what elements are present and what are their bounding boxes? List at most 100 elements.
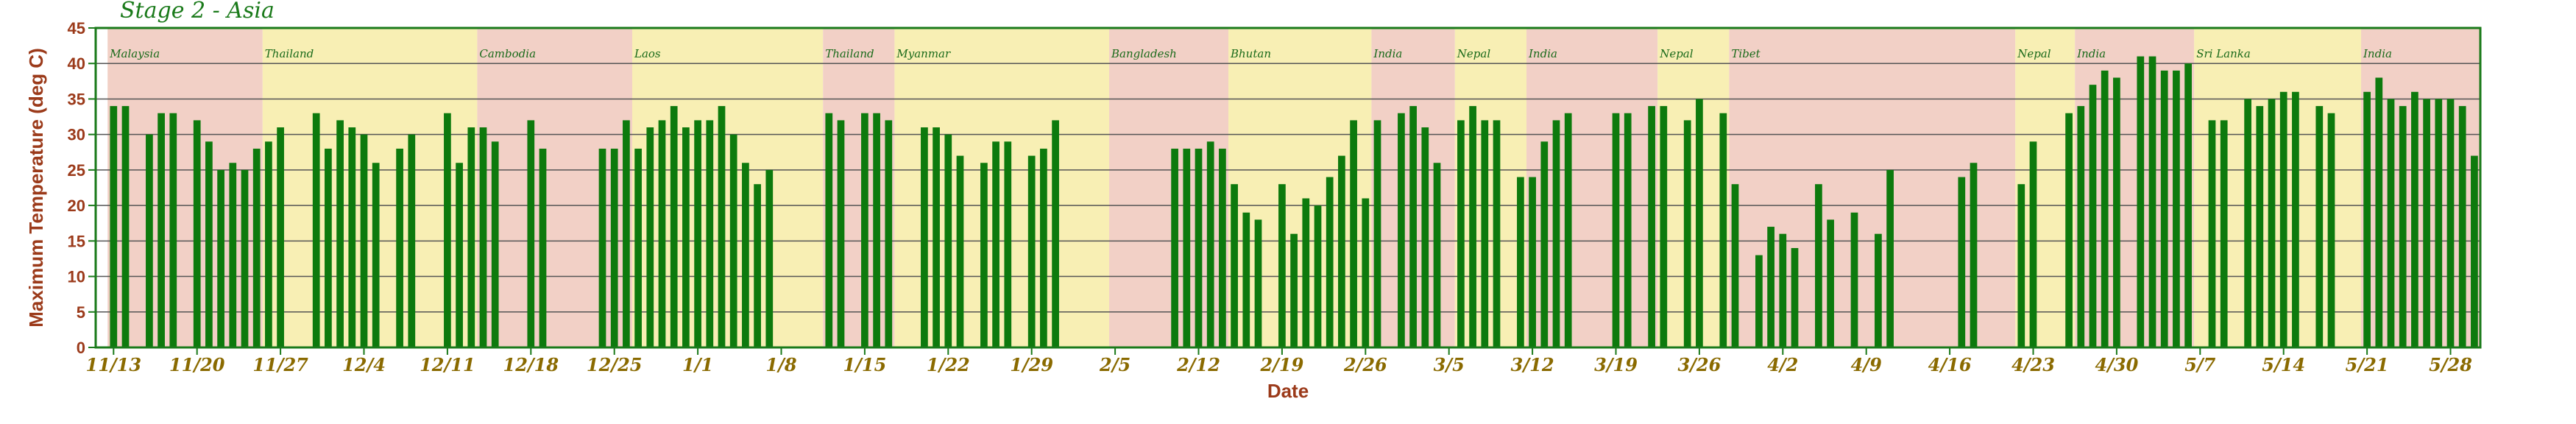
bar: [2148, 56, 2156, 348]
bar: [1219, 148, 1226, 347]
bar: [2435, 99, 2443, 347]
bar: [121, 106, 130, 348]
bar: [1326, 177, 1334, 347]
region-band: [1657, 28, 1730, 347]
country-labels: Malaysia Thailand Cambodia Laos Thailand Myan…: [109, 47, 2392, 60]
bar: [956, 155, 964, 347]
region-band: [1454, 28, 1526, 347]
x-tick-label: 4/23: [2011, 354, 2055, 375]
bar: [1195, 148, 1203, 347]
bar: [1004, 141, 1012, 348]
x-axis-label: Date: [1267, 380, 1309, 402]
bar: [825, 113, 833, 347]
bar: [2423, 99, 2430, 347]
bar: [241, 169, 249, 347]
bar: [1350, 120, 1357, 347]
bar: [527, 120, 535, 347]
bar: [646, 127, 654, 347]
bar: [312, 113, 320, 347]
plot-frame: [94, 26, 2482, 349]
y-tick-label: 25: [68, 161, 85, 180]
bar: [1791, 247, 1799, 347]
bar: [1027, 155, 1036, 347]
bar: [2089, 85, 2097, 348]
bar: [1624, 113, 1632, 347]
x-tick-label: 3/26: [1677, 354, 1721, 375]
bar: [146, 134, 153, 347]
bar: [2279, 91, 2287, 348]
bar: [408, 134, 416, 347]
bar: [2315, 106, 2324, 348]
bar: [1660, 106, 1668, 348]
bar: [360, 134, 368, 347]
bar: [479, 127, 487, 347]
bar: [1302, 198, 1310, 347]
chart-title: Stage 2 - Asia: [120, 0, 275, 24]
bar: [205, 141, 213, 348]
bar: [1540, 141, 1549, 348]
bar: [2292, 91, 2299, 348]
bar: [265, 141, 272, 348]
bar: [933, 127, 940, 347]
bar: [754, 184, 761, 347]
x-tick-label: 2/26: [1343, 354, 1387, 375]
bar: [1719, 113, 1727, 347]
bar: [2256, 106, 2264, 348]
bar: [1373, 120, 1381, 347]
region-label: Laos: [634, 47, 661, 60]
bar: [2184, 63, 2192, 347]
x-tick-label: 2/5: [1099, 354, 1130, 375]
region-band: [477, 28, 632, 347]
bar: [325, 148, 332, 347]
bar: [885, 120, 893, 347]
bar: [217, 169, 224, 347]
bar: [1517, 177, 1524, 347]
bar: [598, 148, 606, 347]
region-band: [2194, 28, 2361, 347]
y-tick-label: 35: [68, 90, 85, 108]
region-band: [1526, 28, 1658, 347]
bar: [2268, 99, 2276, 347]
region-label: Nepal: [1659, 47, 1694, 60]
x-tick-label: 5/28: [2429, 354, 2472, 375]
bar: [110, 106, 118, 348]
bar: [694, 120, 701, 347]
region-band: [894, 28, 1109, 347]
bar: [2471, 155, 2478, 347]
region-label: Thailand: [825, 47, 874, 60]
bar: [980, 163, 988, 347]
x-tick-label: 4/30: [2095, 354, 2138, 375]
bar: [1421, 127, 1429, 347]
bar: [444, 113, 451, 347]
bar: [467, 127, 475, 347]
x-tick-label: 11/27: [252, 354, 308, 375]
region-label: Malaysia: [109, 47, 160, 60]
bar: [456, 163, 463, 347]
bar: [2375, 77, 2383, 347]
bar: [2446, 99, 2455, 347]
region-label: Myanmar: [896, 47, 951, 60]
y-tick-label: 5: [77, 303, 85, 322]
bar: [634, 148, 642, 347]
y-tick-label: 20: [68, 197, 85, 215]
bar: [1529, 177, 1536, 347]
region-band: [823, 28, 895, 347]
region-band: [2015, 28, 2076, 347]
bar: [372, 163, 380, 347]
bar: [2173, 70, 2180, 347]
bar: [2327, 113, 2335, 347]
bar: [2077, 106, 2085, 348]
bar: [2017, 184, 2025, 347]
x-tick-label: 4/2: [1767, 354, 1798, 375]
bar: [348, 127, 356, 347]
y-tick-label: 45: [68, 19, 85, 38]
x-tick-label: 12/11: [420, 354, 475, 375]
bar: [944, 134, 952, 347]
x-tick-label: 3/5: [1434, 354, 1465, 375]
bar: [1683, 120, 1691, 347]
y-tick-label: 30: [68, 126, 85, 144]
region-label: Thailand: [265, 47, 314, 60]
region-label: Nepal: [2017, 47, 2051, 60]
y-tick-label: 0: [77, 339, 85, 357]
bar: [1815, 184, 1822, 347]
